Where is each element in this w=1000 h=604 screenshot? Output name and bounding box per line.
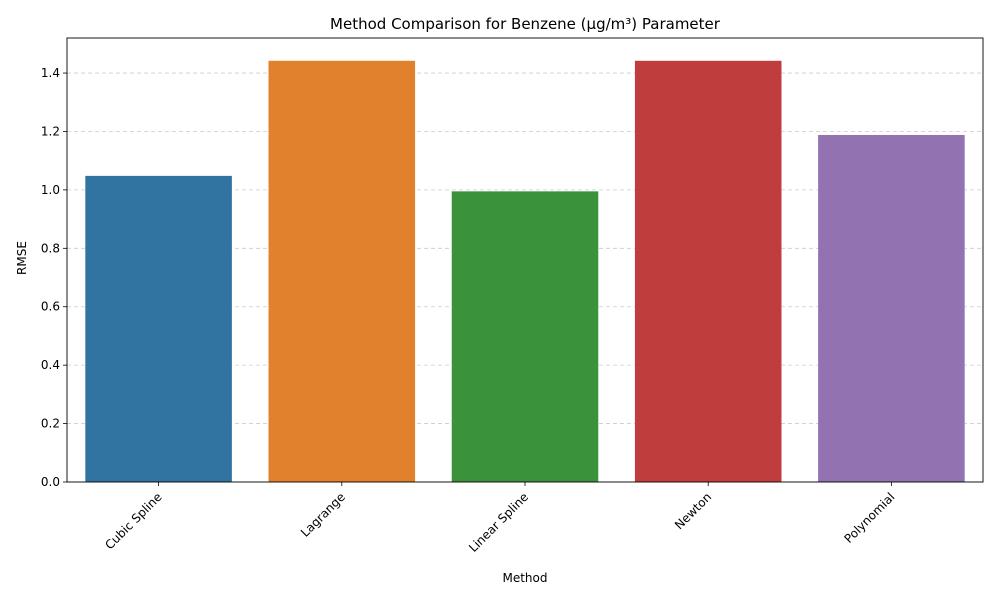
y-tick-label: 1.4 [41, 66, 60, 80]
y-tick-label: 0.4 [41, 358, 60, 372]
y-tick-label: 0.2 [41, 417, 60, 431]
y-tick-label: 0.8 [41, 241, 60, 255]
bar-lagrange [268, 60, 416, 482]
x-tick-label: Cubic Spline [102, 490, 164, 552]
y-tick-label: 1.2 [41, 124, 60, 138]
x-tick-label: Polynomial [841, 490, 897, 546]
plot-frame [66, 37, 984, 483]
x-axis-label: Method [502, 571, 547, 585]
bar-linear-spline [451, 191, 599, 482]
bar-polynomial [818, 134, 965, 482]
y-axis-label: RMSE [15, 241, 29, 275]
x-tick-label: Newton [672, 490, 714, 532]
x-tick-label: Linear Spline [466, 490, 531, 555]
y-tick-label: 1.0 [41, 183, 60, 197]
bar-newton [634, 60, 782, 482]
bars [85, 60, 965, 482]
x-tick-label: Lagrange [298, 490, 348, 540]
axes [63, 37, 984, 486]
y-tick-label: 0.0 [41, 475, 60, 489]
bar-cubic-spline [85, 175, 232, 482]
chart-title: Method Comparison for Benzene (µg/m³) Pa… [330, 15, 721, 33]
y-tick-label: 0.6 [41, 300, 60, 314]
